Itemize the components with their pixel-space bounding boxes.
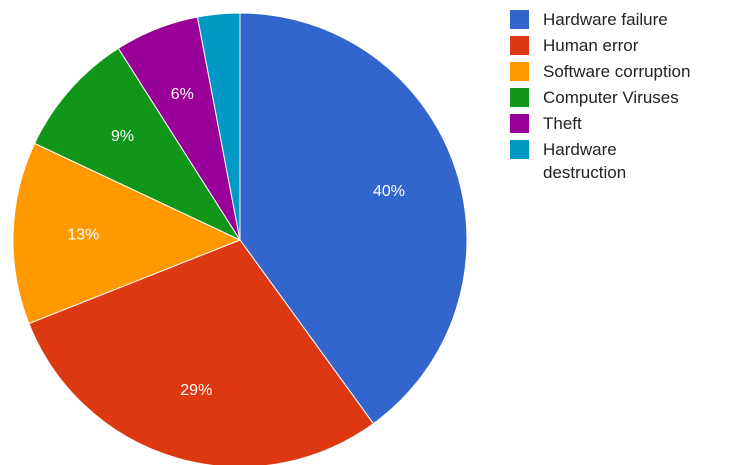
legend-label: Human error (543, 36, 639, 55)
legend-label: Hardware failure (543, 10, 668, 29)
legend-label: Computer Viruses (543, 88, 679, 107)
legend-swatch (510, 36, 529, 55)
data-label-computer-viruses: 9% (111, 128, 134, 145)
legend-label: destruction (543, 163, 626, 182)
pie-data-labels: 40% 29% 13% 9% 6% (67, 86, 405, 399)
legend-item-human-error[interactable]: Human error (510, 36, 639, 55)
pie-slice-hardware-failure[interactable] (239, 12, 468, 425)
pie-slice-software-corruption[interactable] (12, 142, 242, 325)
legend-label: Software corruption (543, 62, 690, 81)
legend-swatch (510, 62, 529, 81)
legend-item-software-corruption[interactable]: Software corruption (510, 62, 690, 81)
legend-item-computer-viruses[interactable]: Computer Viruses (510, 88, 679, 107)
legend-swatch (510, 114, 529, 133)
pie-slice-computer-viruses[interactable] (33, 47, 242, 242)
legend-label: Hardware (543, 140, 617, 159)
legend-item-hardware-destruction[interactable]: Hardware destruction (510, 140, 626, 182)
pie-slice-hardware-destruction[interactable] (196, 12, 241, 241)
legend: Hardware failure Human error Software corr… (510, 10, 690, 182)
legend-swatch (510, 10, 529, 29)
pie-slices (12, 12, 468, 465)
legend-item-hardware-failure[interactable]: Hardware failure (510, 10, 668, 29)
legend-swatch (510, 88, 529, 107)
data-label-theft: 6% (171, 86, 194, 103)
pie-slice-human-error[interactable] (28, 239, 375, 465)
legend-item-theft[interactable]: Theft (510, 114, 582, 133)
data-label-software-corruption: 13% (67, 227, 99, 244)
data-label-human-error: 29% (180, 382, 212, 399)
data-label-hardware-failure: 40% (373, 183, 405, 200)
legend-label: Theft (543, 114, 582, 133)
legend-swatch (510, 140, 529, 159)
